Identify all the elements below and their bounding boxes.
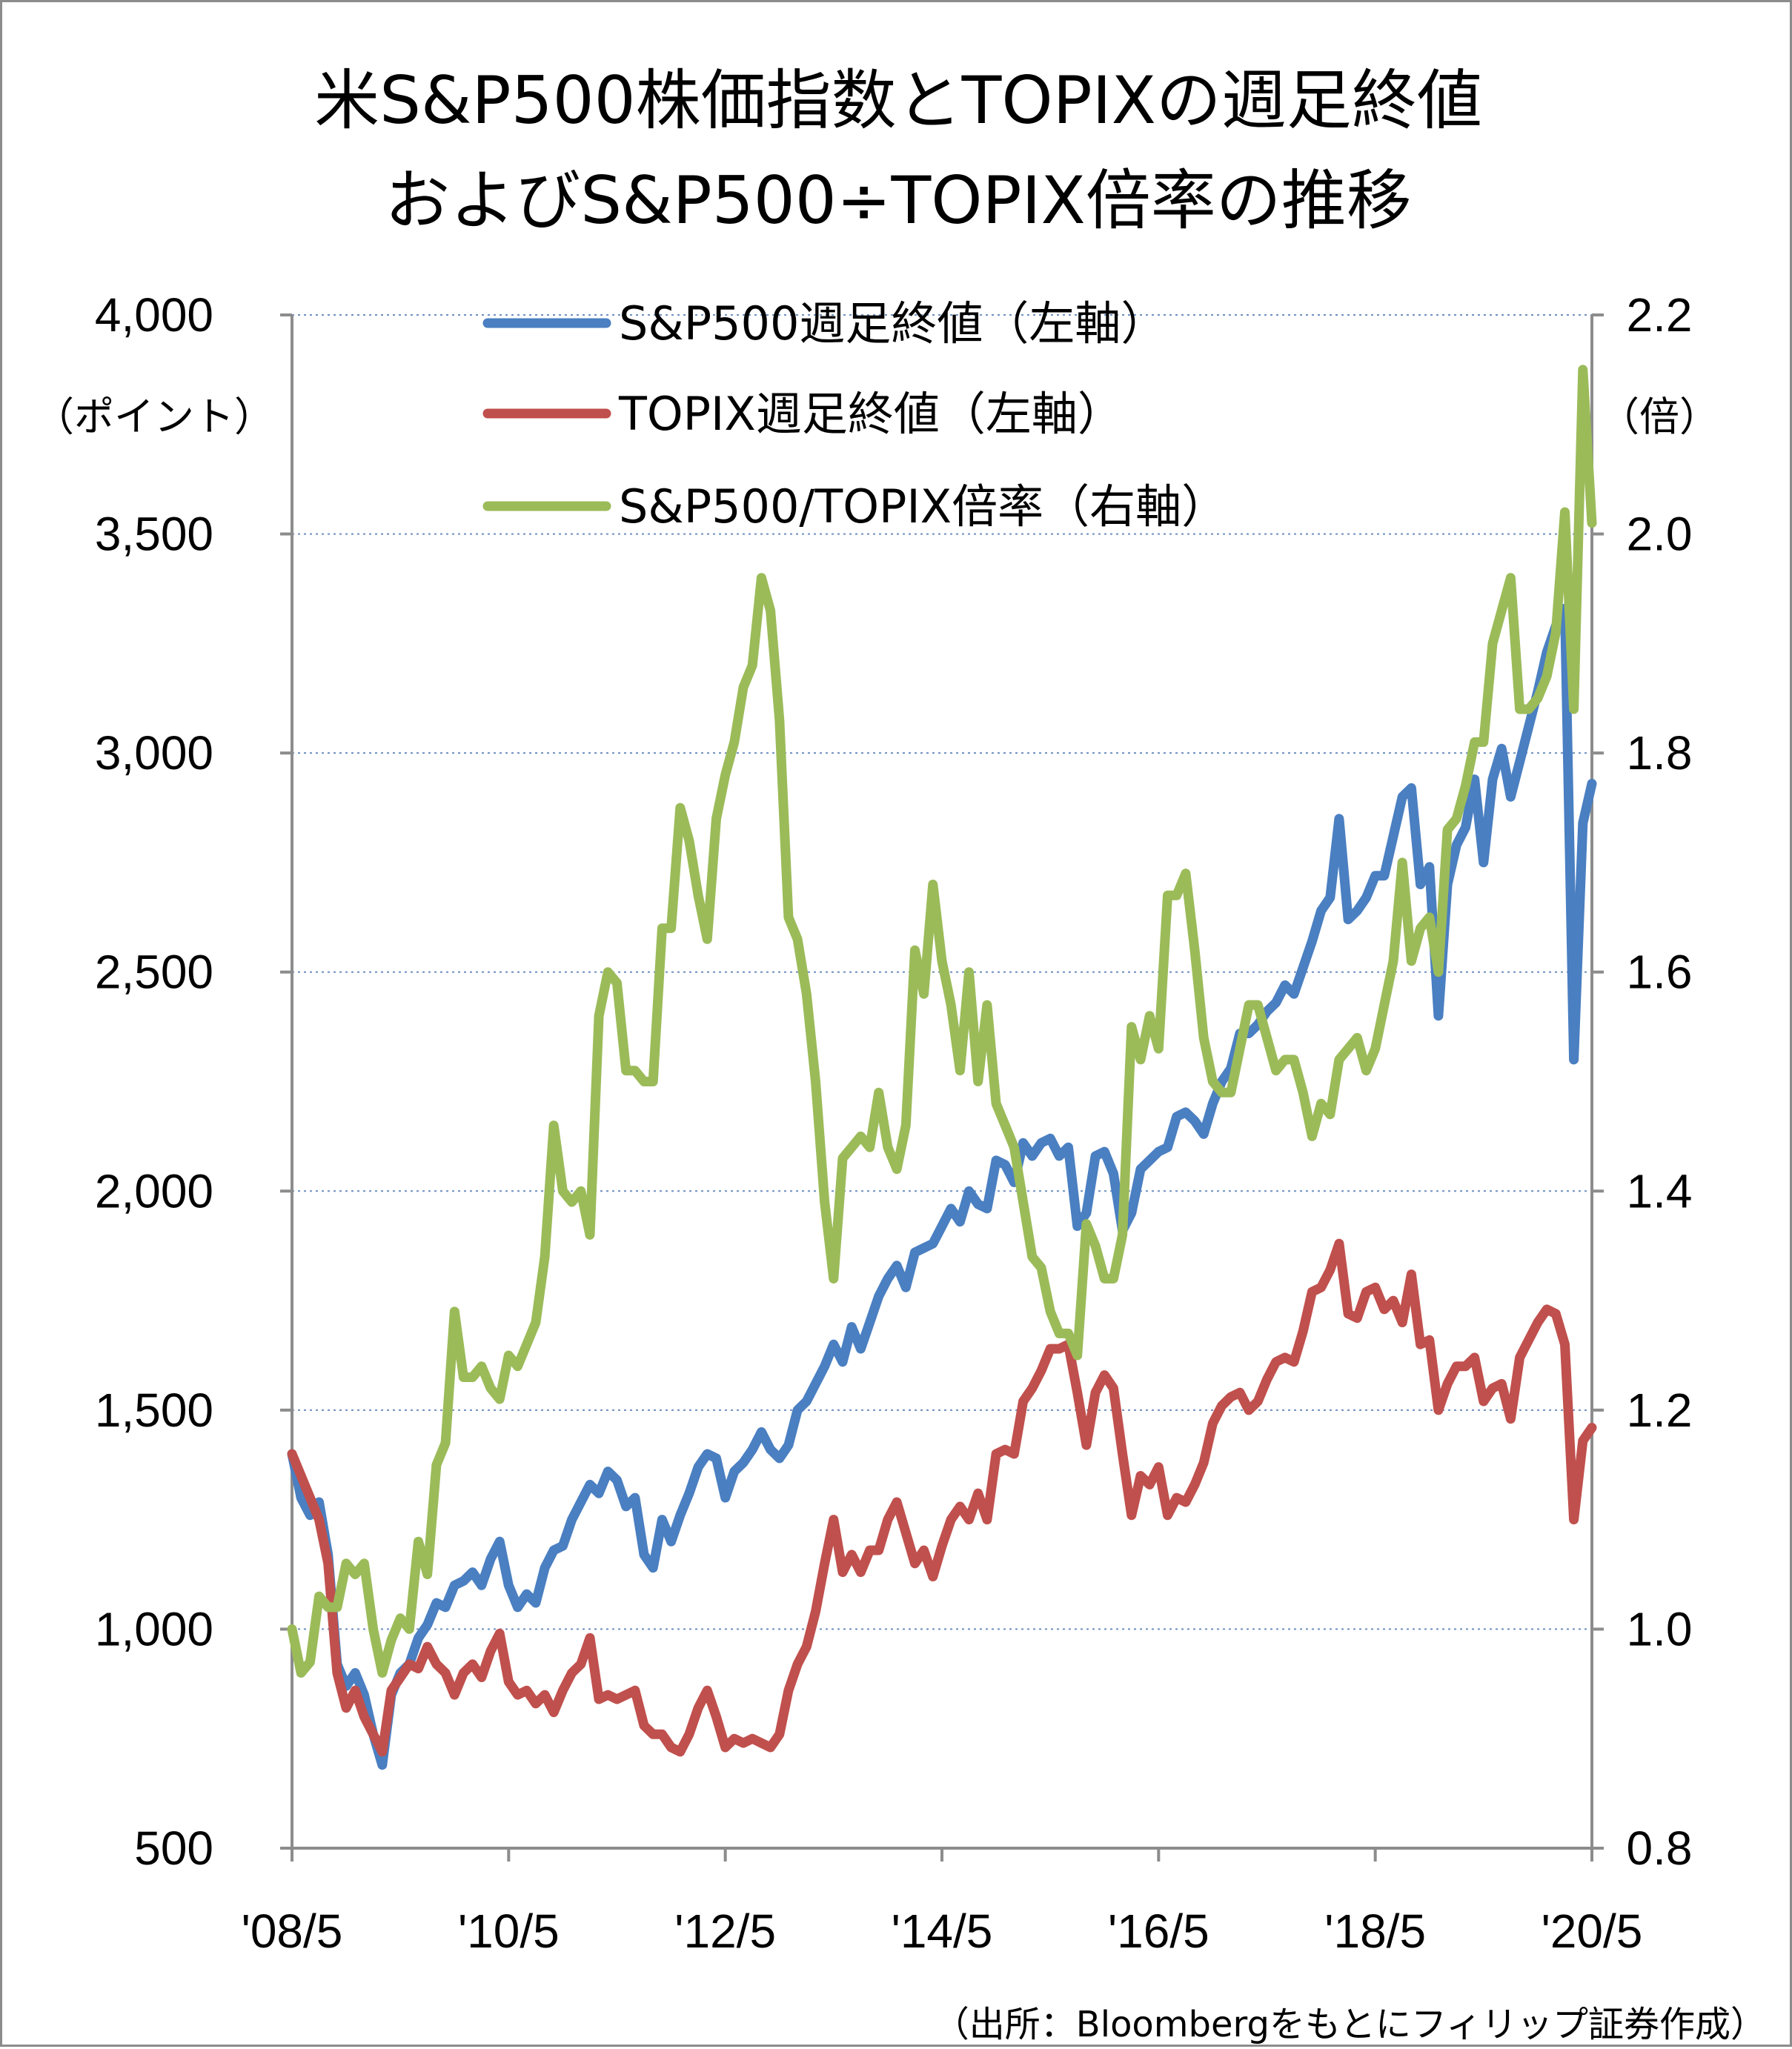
legend-label-2: TOPIX週足終値（左軸） (618, 387, 1124, 441)
axes (280, 313, 1604, 1862)
right-tick-label: 1.6 (1627, 946, 1693, 999)
series-line-2 (287, 1238, 1597, 1757)
right-tick-label: 0.8 (1627, 1821, 1693, 1875)
chart-title-line-1: 米S&P500株価指数とTOPIXの週足終値 (314, 62, 1482, 139)
left-axis-unit-label: （ポイント） (34, 393, 274, 440)
left-tick-label: 2,500 (95, 946, 213, 999)
legend-label-3: S&P500/TOPIX倍率（右軸） (619, 479, 1227, 534)
x-tick-label: '16/5 (1108, 1904, 1209, 1958)
left-tick-label: 3,000 (95, 726, 213, 780)
x-tick-label: '08/5 (242, 1904, 343, 1958)
legend-label-1: S&P500週足終値（左軸） (619, 296, 1167, 351)
x-tick-label: '10/5 (458, 1904, 560, 1958)
left-tick-label: 1,500 (95, 1384, 213, 1437)
left-tick-label: 2,000 (95, 1164, 213, 1218)
right-tick-label: 2.2 (1627, 288, 1693, 342)
x-tick-label: '20/5 (1542, 1904, 1643, 1958)
right-tick-label: 1.0 (1627, 1602, 1693, 1656)
x-tick-label: '18/5 (1324, 1904, 1426, 1958)
series-lines (287, 365, 1597, 1770)
left-tick-label: 500 (134, 1821, 213, 1875)
legend: S&P500週足終値（左軸） TOPIX週足終値（左軸） S&P500/TOPIX倍… (482, 296, 1227, 534)
right-tick-label: 1.4 (1627, 1164, 1693, 1218)
left-tick-label: 1,000 (95, 1602, 213, 1656)
right-tick-label: 2.0 (1627, 508, 1693, 561)
left-tick-label: 4,000 (95, 288, 213, 342)
right-axis-unit-label: （倍） (1599, 393, 1719, 440)
right-tick-label: 1.8 (1627, 726, 1693, 780)
tick-labels: 500 1,000 1,500 2,000 2,500 3,000 3,500 4,000 0.… (95, 288, 1693, 1958)
right-tick-label: 1.2 (1627, 1384, 1693, 1437)
series-line-1 (287, 603, 1597, 1770)
source-note: （出所：Bloombergをもとにフィリップ証券作成） (934, 2004, 1766, 2045)
chart-title-line-2: およびS&P500÷TOPIX倍率の推移 (385, 162, 1412, 239)
series-line-3 (287, 365, 1597, 1678)
left-tick-label: 3,500 (95, 508, 213, 561)
x-tick-label: '12/5 (674, 1904, 776, 1958)
x-tick-label: '14/5 (892, 1904, 993, 1958)
